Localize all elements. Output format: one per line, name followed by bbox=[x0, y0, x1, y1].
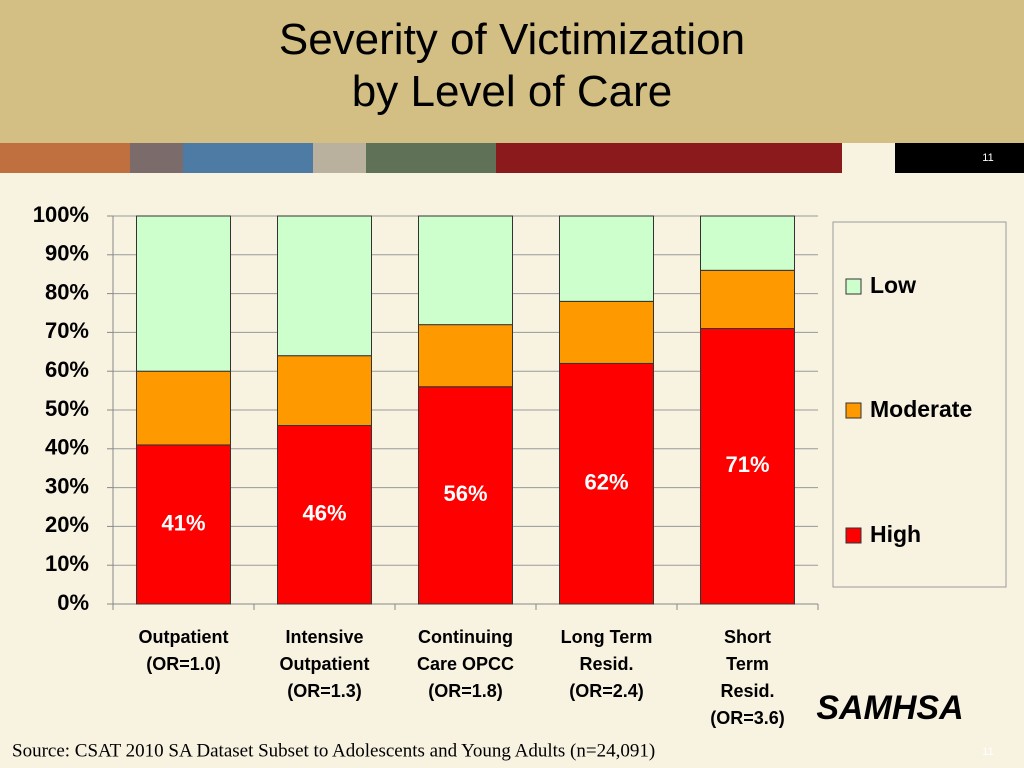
bar-segment bbox=[136, 444, 231, 605]
stripe bbox=[496, 143, 842, 173]
data-label: 46% bbox=[302, 501, 346, 526]
chart-title: Severity of Victimization by Level of Ca… bbox=[278, 15, 746, 116]
bar-segment bbox=[418, 215, 513, 326]
data-label: 62% bbox=[584, 470, 628, 495]
bar-segment bbox=[418, 386, 513, 605]
source: Source: CSAT 2010 SA Dataset Subset to A… bbox=[12, 740, 655, 761]
y-tick-label: 100% bbox=[33, 202, 89, 227]
bar-segment bbox=[700, 269, 795, 330]
y-tick-label: 80% bbox=[45, 279, 89, 304]
y-tick-label: 90% bbox=[45, 241, 89, 266]
y-tick-label: 40% bbox=[45, 435, 89, 460]
bar-segment bbox=[277, 215, 372, 357]
stripe bbox=[130, 143, 183, 173]
x-tick-label: Continuing Care OPCC (OR=1.8) bbox=[416, 627, 515, 701]
bar-segment bbox=[277, 355, 372, 427]
x-tick-label: Outpatient (OR=1.0) bbox=[138, 627, 229, 674]
bar-segment bbox=[700, 215, 795, 271]
legend-label: Low bbox=[870, 272, 916, 298]
x-tick-label: Long Term Resid. (OR=2.4) bbox=[560, 627, 653, 701]
bar-segment bbox=[559, 300, 654, 364]
y-tick-label: 0% bbox=[57, 590, 89, 615]
data-label: 56% bbox=[443, 481, 487, 506]
bar-segment bbox=[277, 425, 372, 605]
y-tick-label: 10% bbox=[45, 551, 89, 576]
page-number: 11 bbox=[982, 152, 993, 164]
legend-swatch bbox=[845, 402, 862, 419]
logo: SAMHSA bbox=[816, 689, 963, 727]
header-band bbox=[0, 0, 1024, 143]
stripe bbox=[183, 143, 313, 173]
bar-segment bbox=[136, 370, 231, 446]
bar-segment bbox=[136, 215, 231, 372]
y-tick-label: 60% bbox=[45, 357, 89, 382]
x-tick-label: Short Term Resid. (OR=3.6) bbox=[710, 627, 785, 728]
legend-box bbox=[832, 221, 1007, 588]
data-label: 71% bbox=[725, 452, 769, 477]
y-tick-label: 50% bbox=[45, 396, 89, 421]
bar-segment bbox=[559, 362, 654, 605]
page-box bbox=[895, 143, 1024, 173]
page-number: 11 bbox=[982, 746, 993, 758]
legend-swatch bbox=[845, 527, 862, 544]
y-tick-label: 30% bbox=[45, 473, 89, 498]
x-tick-label: Intensive Outpatient (OR=1.3) bbox=[279, 627, 370, 701]
legend-label: Moderate bbox=[870, 396, 972, 422]
y-tick-label: 70% bbox=[45, 318, 89, 343]
bar-segment bbox=[559, 215, 654, 302]
stripe bbox=[366, 143, 496, 173]
legend-swatch bbox=[845, 278, 862, 295]
y-tick-label: 20% bbox=[45, 512, 89, 537]
stripe bbox=[313, 143, 366, 173]
legend-label: High bbox=[870, 521, 921, 547]
bar-segment bbox=[418, 324, 513, 388]
data-label: 41% bbox=[161, 510, 205, 535]
stripe bbox=[0, 143, 130, 173]
